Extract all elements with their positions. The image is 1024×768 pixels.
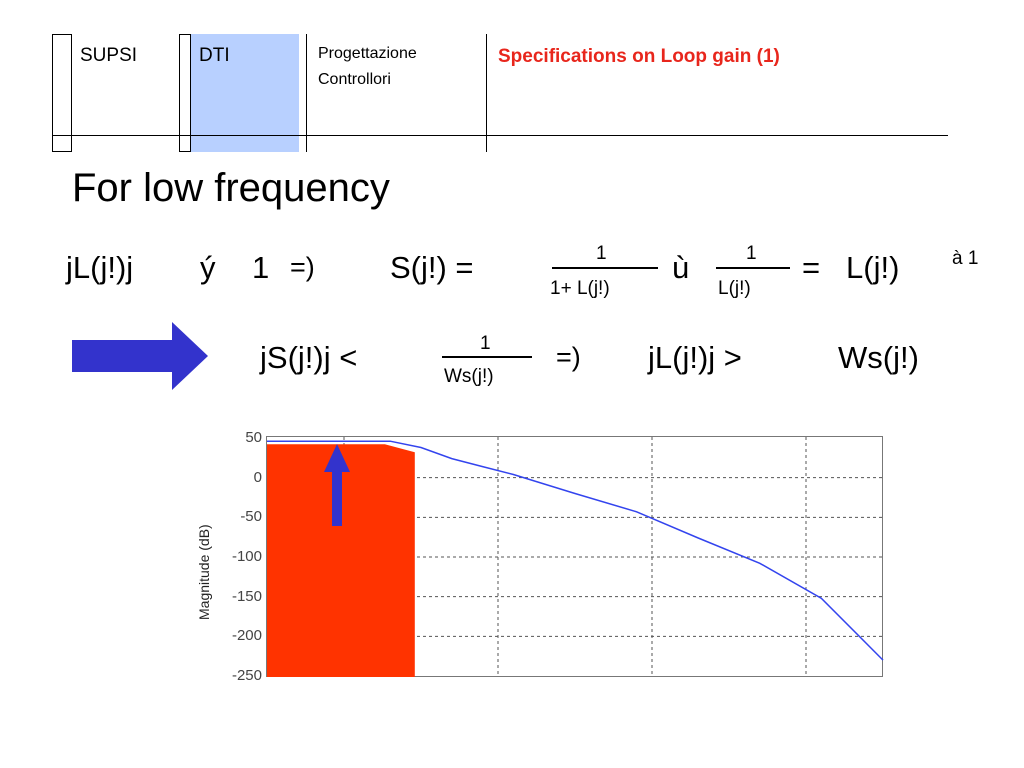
formula1-frac1-line [552,267,658,269]
right-arrow-icon [72,322,208,390]
formula1-cond: ý [200,250,216,285]
formula1-frac2-den: L(j!) [718,278,751,299]
chart-ylabel: Magnitude (dB) [196,524,212,620]
formula2-implies: =) [556,342,581,372]
formula1-frac1-den: 1+ L(j!) [550,278,610,299]
chart-ytick-label: -250 [231,667,262,684]
chart-ytick-label: -50 [240,508,262,526]
formula2-frac-den: Ws(j!) [444,366,494,387]
chart-ytick-label: 50 [245,429,262,446]
formula1-eq2: = [802,250,821,285]
header-course-line1: Progettazione [318,45,417,62]
formula2-rhs: jL(j!)j > [648,340,742,375]
chart-ytick-label: -150 [231,587,262,605]
chart-ytick-label: -200 [231,627,262,645]
magnitude-chart [266,436,884,677]
formula2-frac-num: 1 [480,333,491,354]
formula1-lhs: jL(j!)j [66,250,134,285]
header-course-line2: Controllori [318,71,391,88]
formula1-implies: =) [290,252,315,282]
chart-series-line [267,440,884,661]
header-divider-1 [306,34,307,152]
chart-ytick-label: -100 [231,548,262,565]
up-arrow-icon [324,444,350,526]
dti-block [191,34,299,152]
header-supsi: SUPSI [80,45,138,66]
formula1-frac2-line [716,267,790,269]
formula2-lhs: jS(j!)j < [260,340,358,375]
formula2-rhs2: Ws(j!) [838,340,919,375]
header-left-bar [52,34,72,152]
heading: For low frequency [72,166,390,210]
formula1-s-eq: S(j!) = [390,250,474,285]
header-divider-2 [486,34,487,152]
formula2-frac-line [442,356,532,358]
formula1-frac1-num: 1 [596,243,607,264]
slide-title: Specifications on Loop gain (1) [498,46,780,67]
chart-ytick-label: 0 [253,468,262,486]
formula1-approx: ù [672,250,690,285]
formula1-rhs: L(j!) [846,250,900,285]
chart-shaded-region [267,444,415,677]
header-rule [52,135,948,136]
formula1-frac2-num: 1 [746,243,757,264]
formula1-exponent: à 1 [952,248,979,269]
header-dti-bar [179,34,191,152]
header-dti: DTI [199,45,230,66]
formula1-one: 1 [252,250,270,285]
